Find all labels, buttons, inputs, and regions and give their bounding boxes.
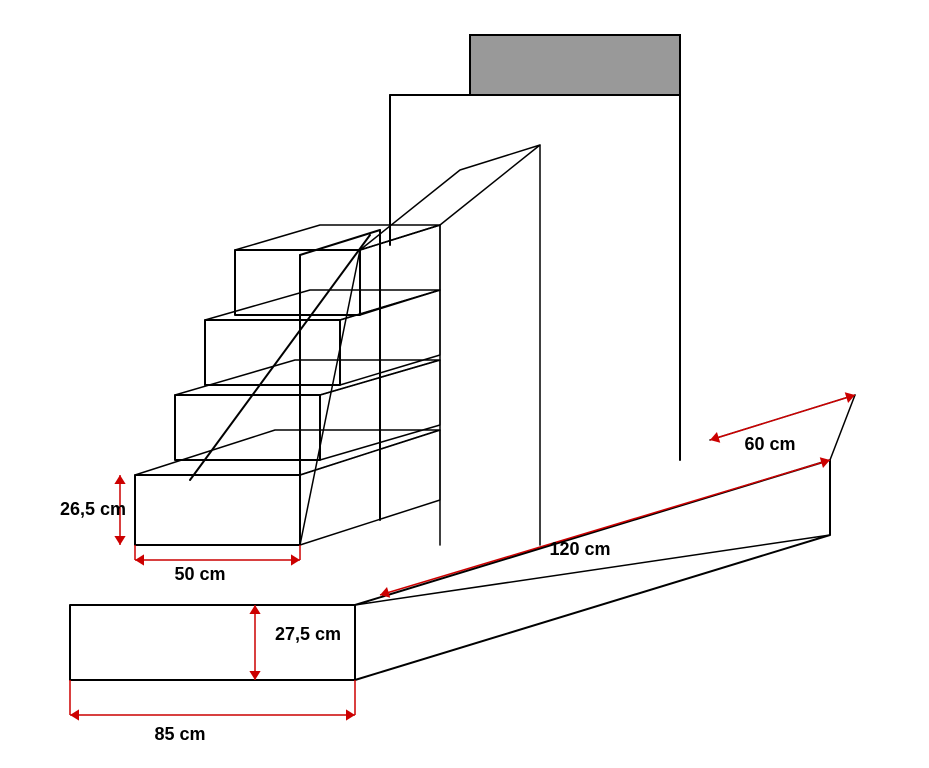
dim-step-width: 50 cm	[174, 564, 225, 584]
dim-base-height: 27,5 cm	[275, 624, 341, 644]
handrail	[190, 230, 380, 545]
dim-run-depth: 120 cm	[549, 539, 610, 559]
top-panel	[470, 35, 680, 95]
dimension-lines	[70, 395, 855, 715]
dim-top-depth: 60 cm	[744, 434, 795, 454]
dim-base-width: 85 cm	[154, 724, 205, 744]
furniture-diagram: 85 cm 27,5 cm 50 cm 26,5 cm 120 cm 60 cm	[0, 0, 929, 768]
dim-step-height: 26,5 cm	[60, 499, 126, 519]
